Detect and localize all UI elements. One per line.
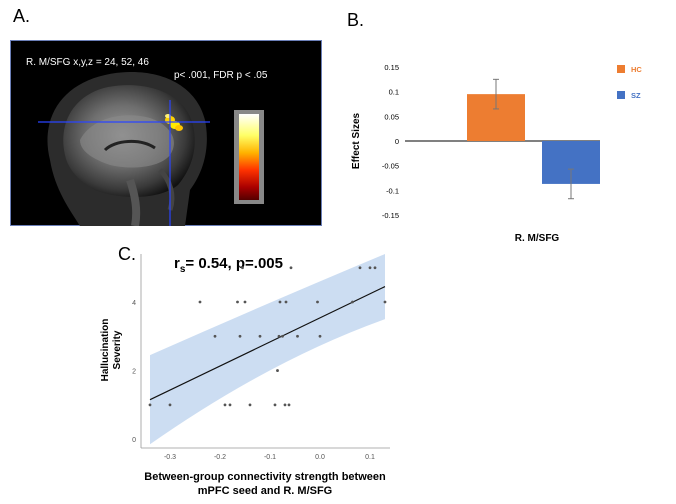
data-point	[383, 300, 387, 304]
x-tick-label: 0.0	[315, 454, 325, 461]
scatter-plot: rs= 0.54, p=.005 -0.3 -0.2 -0.1 0.0 0.1 024 …	[100, 254, 390, 497]
y-tick-label: 0.1	[389, 88, 399, 97]
x-tick-label: -0.1	[264, 454, 276, 461]
y-tick-label: 2	[132, 369, 136, 376]
panel-a-label: A.	[13, 6, 31, 26]
data-point	[277, 334, 281, 338]
data-point	[273, 403, 277, 407]
x-axis-label-line2: mPFC seed and R. M/SFG	[198, 485, 332, 497]
data-point	[368, 266, 372, 270]
correlation-title: rs= 0.54, p=.005	[174, 255, 283, 275]
data-point	[243, 300, 247, 304]
colorbar	[239, 114, 259, 200]
brain-figure: R. M/SFG x,y,z = 24, 52, 46 p< .001, FDR…	[10, 40, 322, 226]
data-point	[278, 300, 282, 304]
confidence-band	[150, 254, 385, 445]
data-point	[358, 266, 362, 270]
y-tick-label: -0.05	[382, 162, 399, 171]
data-point	[276, 369, 279, 372]
data-point	[316, 300, 319, 304]
brain-sagittal-image	[47, 72, 207, 226]
region-label: R. M/SFG x,y,z = 24, 52, 46	[26, 57, 149, 68]
bar-chart: 0.150.10.050-0.05-0.1-0.15 Effect Sizes …	[351, 63, 642, 244]
data-point	[318, 334, 322, 338]
data-point	[283, 403, 287, 407]
data-point	[248, 403, 252, 407]
regression-line	[149, 286, 386, 401]
panel-c-label: C.	[118, 244, 136, 264]
y-axis-label: Effect Sizes	[351, 112, 362, 169]
data-point	[351, 300, 354, 304]
data-point	[373, 266, 377, 270]
y-tick-label: -0.15	[382, 211, 399, 220]
x-tick-label: -0.3	[164, 454, 176, 461]
legend-label-sz: SZ	[631, 91, 641, 100]
y-axis-label-line2: Severity	[112, 330, 123, 369]
y-tick-label: 0.05	[384, 112, 399, 121]
x-tick-label: -0.2	[214, 454, 226, 461]
data-point	[284, 300, 288, 304]
data-point	[236, 300, 239, 304]
data-point	[281, 334, 284, 338]
data-point	[223, 403, 227, 407]
legend-swatch-hc	[617, 65, 625, 73]
panel-b-label: B.	[347, 10, 365, 30]
data-point	[241, 266, 244, 270]
data-point	[228, 403, 232, 407]
x-tick-label: 0.1	[365, 454, 375, 461]
data-point	[168, 403, 172, 407]
y-tick-label: 0	[132, 437, 136, 444]
data-point	[148, 403, 152, 407]
y-tick-label: -0.1	[386, 186, 399, 195]
data-point	[213, 334, 217, 338]
y-tick-label: 4	[132, 300, 136, 307]
legend-label-hc: HC	[631, 65, 642, 74]
threshold-label: p< .001, FDR p < .05	[174, 70, 268, 81]
data-point	[289, 266, 293, 270]
x-axis-label-line1: Between-group connectivity strength betw…	[144, 471, 386, 483]
data-point	[296, 334, 299, 338]
data-point	[258, 334, 262, 338]
data-point	[238, 334, 242, 338]
y-axis-label-line1: Hallucination	[100, 319, 111, 382]
legend-swatch-sz	[617, 91, 625, 99]
x-axis-label: R. M/SFG	[515, 233, 560, 244]
data-point	[287, 403, 291, 407]
y-tick-label: 0.15	[384, 63, 399, 72]
y-tick-label: 0	[395, 137, 399, 146]
data-point	[198, 300, 202, 304]
